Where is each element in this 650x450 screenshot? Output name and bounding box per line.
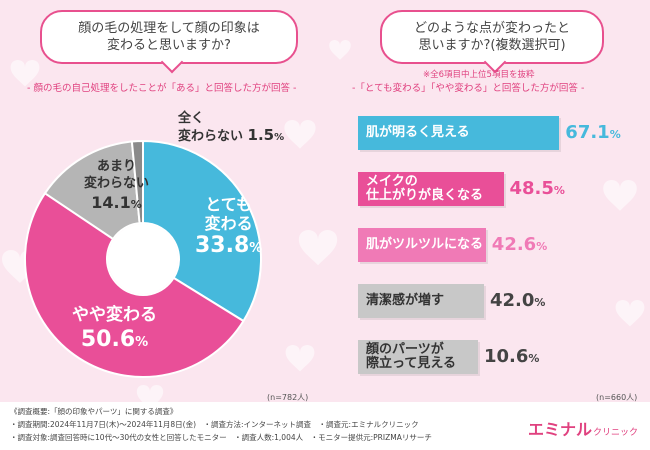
pie-label-totemo: とても 変わる 33.8% bbox=[195, 195, 263, 258]
footer-line1: 《調査概要:「顔の印象やパーツ」に関する調査》 bbox=[10, 407, 178, 416]
right-question-line2: 思いますか?(複数選択可) bbox=[418, 38, 566, 53]
left-subtitle: - 顔の毛の自己処理をしたことが「ある」と回答した方が回答 - bbox=[27, 83, 297, 94]
bar-parts-kiwadatte: 顔のパーツが 際立って見える bbox=[358, 340, 478, 374]
donut-hole bbox=[108, 224, 178, 294]
bar-value-1: 67.1% bbox=[565, 122, 621, 143]
footer-line3: ・調査対象:調査回答時に10代〜30代の女性と回答したモニター ・調査人数:1,… bbox=[10, 433, 432, 442]
slice-mattaku bbox=[130, 139, 144, 225]
right-note: ※全6項目中上位5項目を抜粋 bbox=[423, 70, 535, 80]
right-question-line1: どのような点が変わったと bbox=[413, 21, 570, 36]
slice-amari bbox=[43, 140, 141, 241]
bar-tsurutsuru: 肌がツルツルになる bbox=[358, 228, 486, 262]
footer-line2: ・調査期間:2024年11月7日(木)〜2024年11月8日(金) ・調査方法:… bbox=[10, 420, 419, 429]
right-subtitle: -「とても変わる」「やや変わる」と回答した方が回答 - bbox=[352, 83, 585, 94]
right-sample-size: (n=660人) bbox=[596, 393, 638, 402]
bar-value-3: 42.6% bbox=[491, 234, 548, 255]
left-sample-size: (n=782人) bbox=[267, 393, 309, 402]
pie-label-mattaku: 全く 変わらない 1.5% bbox=[178, 111, 285, 144]
survey-footer: 《調査概要:「顔の印象やパーツ」に関する調査》 ・調査期間:2024年11月7日… bbox=[0, 402, 650, 450]
pie-label-amari: あまり 変わらない 14.1% bbox=[84, 159, 150, 212]
slice-yaya bbox=[24, 191, 245, 378]
bar-value-2: 48.5% bbox=[509, 178, 565, 199]
clinic-logo: エミナルクリニック bbox=[527, 420, 638, 439]
right-question-bubble: どのような点が変わったと 思いますか?(複数選択可) bbox=[380, 10, 604, 74]
bar-value-4: 42.0% bbox=[490, 290, 546, 311]
bar-value-5: 10.6% bbox=[484, 346, 540, 367]
bar-hada-akaruku: 肌が明るく見える bbox=[358, 116, 560, 150]
left-question-line2: 変わると思いますか? bbox=[107, 38, 231, 53]
bar-seiketsukan: 清潔感が増す bbox=[358, 284, 484, 318]
donut-chart bbox=[24, 139, 262, 378]
slice-totemo bbox=[142, 139, 262, 323]
bar-make-shiagari: メイクの 仕上がりが良くなる bbox=[358, 172, 504, 206]
left-question-line1: 顔の毛の処理をして顔の印象は bbox=[78, 21, 260, 36]
left-question-bubble: 顔の毛の処理をして顔の印象は 変わると思いますか? bbox=[40, 10, 298, 74]
pie-label-yaya: やや変わる 50.6% bbox=[72, 305, 157, 352]
